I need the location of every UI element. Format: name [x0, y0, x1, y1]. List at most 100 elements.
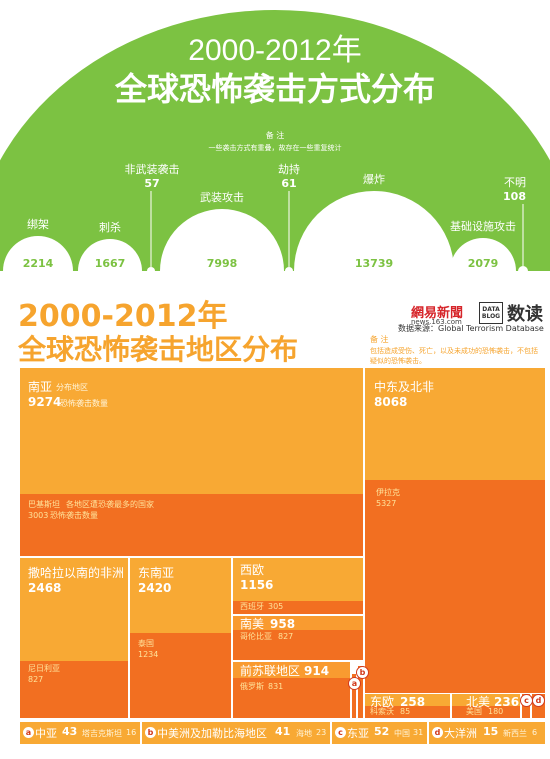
databox-logo: DATA BLOG: [479, 302, 503, 324]
western-europe-value: 1156: [240, 578, 274, 592]
method-name-0: 绑架: [27, 218, 49, 231]
south-america-value: 958: [270, 617, 296, 631]
subsaharan-value: 2468: [28, 581, 62, 595]
eastern-europe-value: 258: [400, 695, 426, 709]
method-value-1: 1667: [95, 257, 126, 270]
method-arc-4: [285, 267, 293, 271]
caribbean-name: 中美洲及加勒比海地区: [157, 727, 267, 740]
method-arc-6: [450, 238, 516, 271]
former-soviet-name: 前苏联地区: [240, 664, 301, 678]
method-value-5: 13739: [355, 257, 393, 270]
treemap-cell-southeast-asia: [130, 558, 231, 633]
north-america-name: 北美: [466, 695, 491, 709]
spain-value: 305: [268, 602, 284, 611]
footer-cell-caribbean: [142, 722, 330, 744]
new-zealand-value: 6: [532, 728, 538, 737]
bottom-note-text: 包括造成受伤、死亡，以及未成功的恐怖袭击，不包括疑似的恐怖袭击。: [370, 347, 538, 365]
netease-news-logo: 網易新聞: [411, 306, 464, 321]
treemap-cell-western-europe: [233, 558, 363, 601]
tajikistan-name: 塔吉克斯坦: [82, 729, 122, 738]
method-value-3: 7998: [207, 257, 238, 270]
treemap-cell-kosovo: [365, 706, 450, 718]
oceania-name: 大洋洲: [444, 727, 477, 740]
china-name: 中国: [394, 729, 410, 738]
eastern-europe-name: 东欧: [370, 695, 395, 709]
small-region-footer: a 中亚 43 塔吉克斯坦 16 b 中美洲及加勒比海地区 41 海地 23 c…: [20, 722, 545, 744]
method-name-4: 劫持: [278, 162, 300, 176]
bottom-title-line2: 全球恐怖袭击地区分布: [18, 333, 299, 366]
treemap-cell-caribbean-sliver: [358, 666, 363, 718]
treemap-cell-colombia: [233, 630, 363, 660]
treemap-cell-usa: [452, 706, 520, 718]
mena-value: 8068: [374, 395, 408, 409]
method-value-0: 2214: [23, 257, 54, 270]
region-treemap: 南亚 分布地区 9274 恐怖袭击数量 巴基斯坦 各地区遭恐袭最多的国家 300…: [20, 368, 545, 718]
treemap-cell-north-america: [452, 694, 520, 706]
method-value-2: 57: [144, 177, 159, 190]
bottom-title-line1: 2000-2012年: [18, 299, 228, 334]
south-america-name: 南美: [240, 617, 265, 631]
footer-badge-b: b: [145, 727, 156, 738]
footer-cell-east-asia: [332, 722, 427, 744]
method-arc-2: [147, 267, 155, 271]
top-title-line2: 全球恐怖袭击方式分布: [114, 71, 435, 107]
treemap-cell-former-soviet: [233, 662, 350, 678]
south-asia-value: 9274: [28, 395, 62, 409]
east-asia-value: 52: [374, 725, 390, 738]
central-asia-value: 43: [62, 725, 78, 738]
marker-b: b: [356, 666, 369, 679]
treemap-cell-russia: [233, 678, 350, 718]
thailand-name: 泰国: [138, 639, 154, 648]
treemap-cell-south-asia: [20, 368, 363, 494]
shudu-logo: 数读: [507, 304, 543, 325]
treemap-cell-central-asia-sliver: [352, 674, 356, 718]
footer-badge-d: d: [432, 727, 443, 738]
treemap-cell-nigeria: [20, 661, 128, 718]
footer-badge-c: c: [335, 727, 346, 738]
nigeria-name: 尼日利亚: [28, 664, 60, 673]
method-arc-3: [160, 209, 284, 271]
russia-value: 831: [268, 682, 284, 691]
treemap-cell-thailand: [130, 633, 231, 718]
south-asia-name-suffix: 分布地区: [56, 383, 88, 392]
former-soviet-value: 914: [304, 664, 330, 678]
subsaharan-name: 撒哈拉以南的非洲: [28, 566, 125, 580]
treemap-cell-pakistan: [20, 494, 363, 556]
top-note-title: 备 注: [266, 130, 285, 140]
south-asia-value-suffix: 恐怖袭击数量: [60, 399, 108, 408]
baseline-strip: [0, 271, 550, 290]
east-asia-name: 东亚: [347, 727, 369, 740]
central-asia-name: 中亚: [35, 727, 57, 740]
method-value-6: 2079: [468, 257, 499, 270]
top-title-line1: 2000-2012年: [188, 34, 361, 67]
iraq-value: 5327: [376, 499, 397, 508]
nigeria-value: 827: [28, 675, 44, 684]
haiti-value: 23: [316, 728, 327, 737]
top-note-text: 一些袭击方式有重叠，故存在一些重复统计: [209, 143, 342, 152]
pakistan-value: 3003: [28, 511, 49, 520]
colombia-value: 827: [278, 632, 294, 641]
russia-name: 俄罗斯: [240, 682, 264, 691]
thailand-value: 1234: [138, 650, 159, 659]
colombia-name: 哥伦比亚: [240, 632, 272, 641]
tajikistan-value: 16: [126, 728, 137, 737]
method-arc-0: [3, 236, 73, 271]
method-value-7: 108: [503, 190, 526, 203]
method-name-1: 刺杀: [99, 220, 121, 234]
new-zealand-name: 新西兰: [503, 729, 527, 738]
marker-d: d: [532, 694, 545, 707]
pakistan-name: 巴基斯坦: [28, 500, 60, 509]
pakistan-value-suffix: 恐怖袭击数量: [50, 511, 98, 520]
kosovo-name: 科索沃: [370, 707, 394, 716]
southeast-asia-name: 东南亚: [138, 566, 175, 580]
oceania-value: 15: [483, 725, 499, 738]
iraq-name: 伊拉克: [376, 488, 400, 497]
netease-site-url: news.163.com: [411, 318, 462, 326]
bottom-note-title: 备 注: [370, 335, 389, 344]
footer-cell-oceania: [429, 722, 545, 744]
treemap-cell-south-america: [233, 616, 363, 630]
method-name-6: 基础设施攻击: [450, 219, 516, 233]
north-america-value: 236: [494, 695, 520, 709]
treemap-cell-spain: [233, 601, 363, 614]
